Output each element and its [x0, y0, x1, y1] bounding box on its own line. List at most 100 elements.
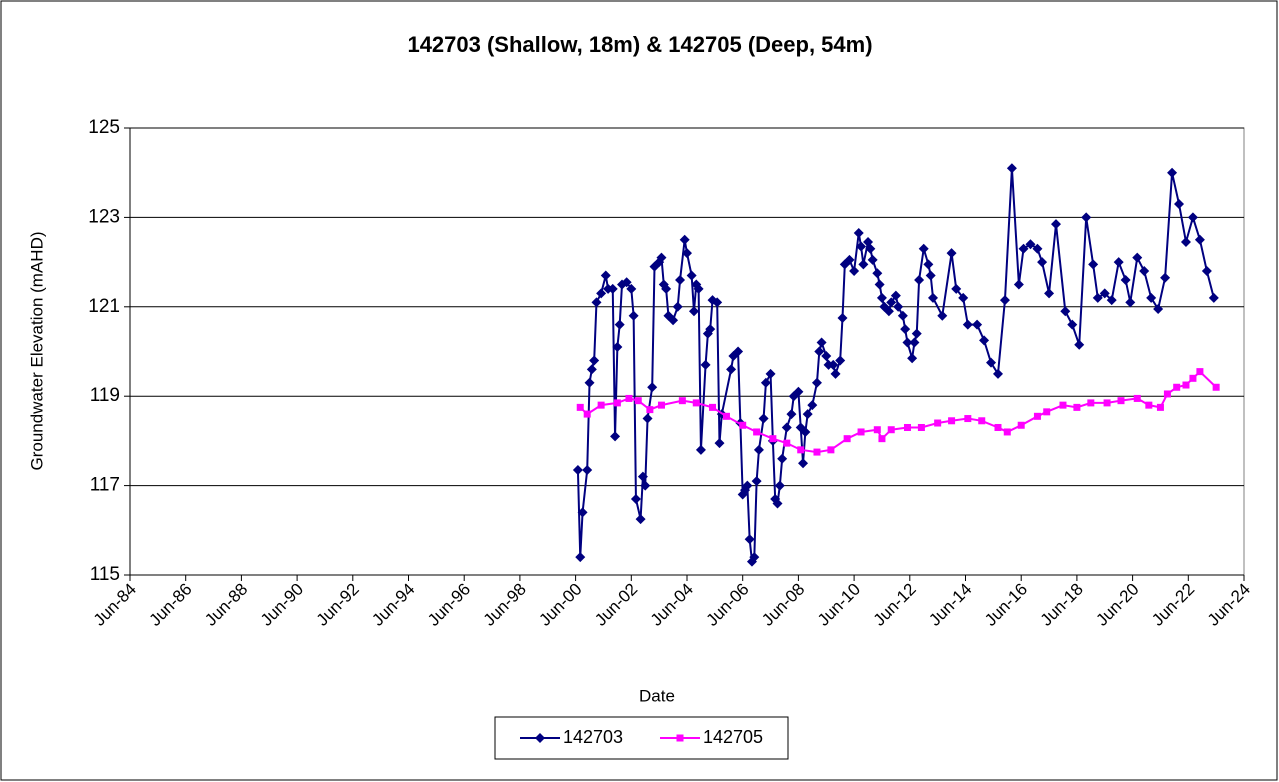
data-point	[886, 297, 897, 308]
data-point	[591, 297, 602, 308]
data-point	[844, 254, 855, 265]
data-point	[802, 409, 813, 420]
data-point	[1006, 163, 1017, 174]
legend-marker	[676, 734, 684, 742]
data-point	[873, 426, 881, 434]
data-point	[656, 252, 667, 263]
legend-label: 142705	[703, 727, 763, 747]
data-point	[1146, 292, 1157, 303]
data-point	[714, 438, 725, 449]
data-point	[876, 292, 887, 303]
data-point	[1043, 408, 1051, 416]
data-point	[828, 359, 839, 370]
data-point	[661, 283, 672, 294]
data-point	[709, 403, 717, 411]
data-point	[722, 412, 730, 420]
data-point	[897, 310, 908, 321]
data-point	[857, 428, 865, 436]
data-point	[902, 337, 913, 348]
data-point	[1013, 279, 1024, 290]
data-point	[630, 494, 641, 505]
data-point	[797, 446, 805, 454]
data-point	[613, 399, 621, 407]
data-point	[1212, 383, 1220, 391]
data-point	[1025, 239, 1036, 250]
data-point	[1087, 399, 1095, 407]
data-point	[1081, 212, 1092, 223]
data-point	[900, 324, 911, 335]
data-point	[1187, 212, 1198, 223]
data-point	[907, 353, 918, 364]
data-point	[1208, 292, 1219, 303]
data-point	[821, 350, 832, 361]
data-point	[647, 382, 658, 393]
data-point	[625, 394, 633, 402]
y-tick-label: 115	[90, 564, 120, 585]
y-tick-label: 121	[88, 296, 120, 317]
data-point	[612, 342, 623, 353]
data-point	[672, 301, 683, 312]
data-point	[774, 480, 785, 491]
data-point	[700, 359, 711, 370]
data-point	[843, 435, 851, 443]
data-point	[1106, 295, 1117, 306]
data-point	[679, 234, 690, 245]
data-point	[584, 377, 595, 388]
data-point	[742, 480, 753, 491]
data-point	[642, 413, 653, 424]
data-point	[596, 288, 607, 299]
data-point	[753, 444, 764, 455]
data-point	[979, 335, 990, 346]
data-point	[621, 277, 632, 288]
data-point	[1018, 243, 1029, 254]
data-point	[928, 292, 939, 303]
data-point	[1153, 304, 1164, 315]
data-point	[1174, 198, 1185, 209]
data-point	[614, 319, 625, 330]
data-point	[786, 409, 797, 420]
data-point	[758, 413, 769, 424]
data-point	[948, 417, 956, 425]
data-point	[1125, 297, 1136, 308]
data-point	[903, 423, 911, 431]
data-point	[693, 283, 704, 294]
data-point	[1044, 288, 1055, 299]
data-point	[1201, 266, 1212, 277]
data-point	[878, 435, 886, 443]
data-point	[705, 324, 716, 335]
data-point	[1051, 219, 1062, 230]
data-point	[1156, 403, 1164, 411]
data-point	[1103, 399, 1111, 407]
chart-title: 142703 (Shallow, 18m) & 142705 (Deep, 54…	[407, 32, 872, 57]
data-point	[576, 403, 584, 411]
data-point	[835, 355, 846, 366]
data-point	[883, 306, 894, 317]
data-point	[692, 399, 700, 407]
data-point	[951, 283, 962, 294]
data-point	[695, 444, 706, 455]
data-point	[887, 426, 895, 434]
data-point	[849, 266, 860, 277]
data-point	[1182, 381, 1190, 389]
data-point	[668, 315, 679, 326]
data-point	[853, 228, 864, 239]
data-point	[1120, 274, 1131, 285]
data-point	[1033, 412, 1041, 420]
data-point	[807, 400, 818, 411]
data-point	[582, 464, 593, 475]
data-point	[1132, 252, 1143, 263]
data-point	[637, 471, 648, 482]
data-point	[586, 364, 597, 375]
data-point	[765, 368, 776, 379]
y-tick-label: 125	[88, 117, 120, 138]
data-point	[575, 552, 586, 563]
data-point	[589, 355, 600, 366]
data-point	[1133, 394, 1141, 402]
data-point	[867, 254, 878, 265]
data-point	[657, 401, 665, 409]
data-point	[686, 270, 697, 281]
data-point	[1037, 257, 1048, 268]
data-point	[946, 248, 957, 259]
data-point	[917, 423, 925, 431]
